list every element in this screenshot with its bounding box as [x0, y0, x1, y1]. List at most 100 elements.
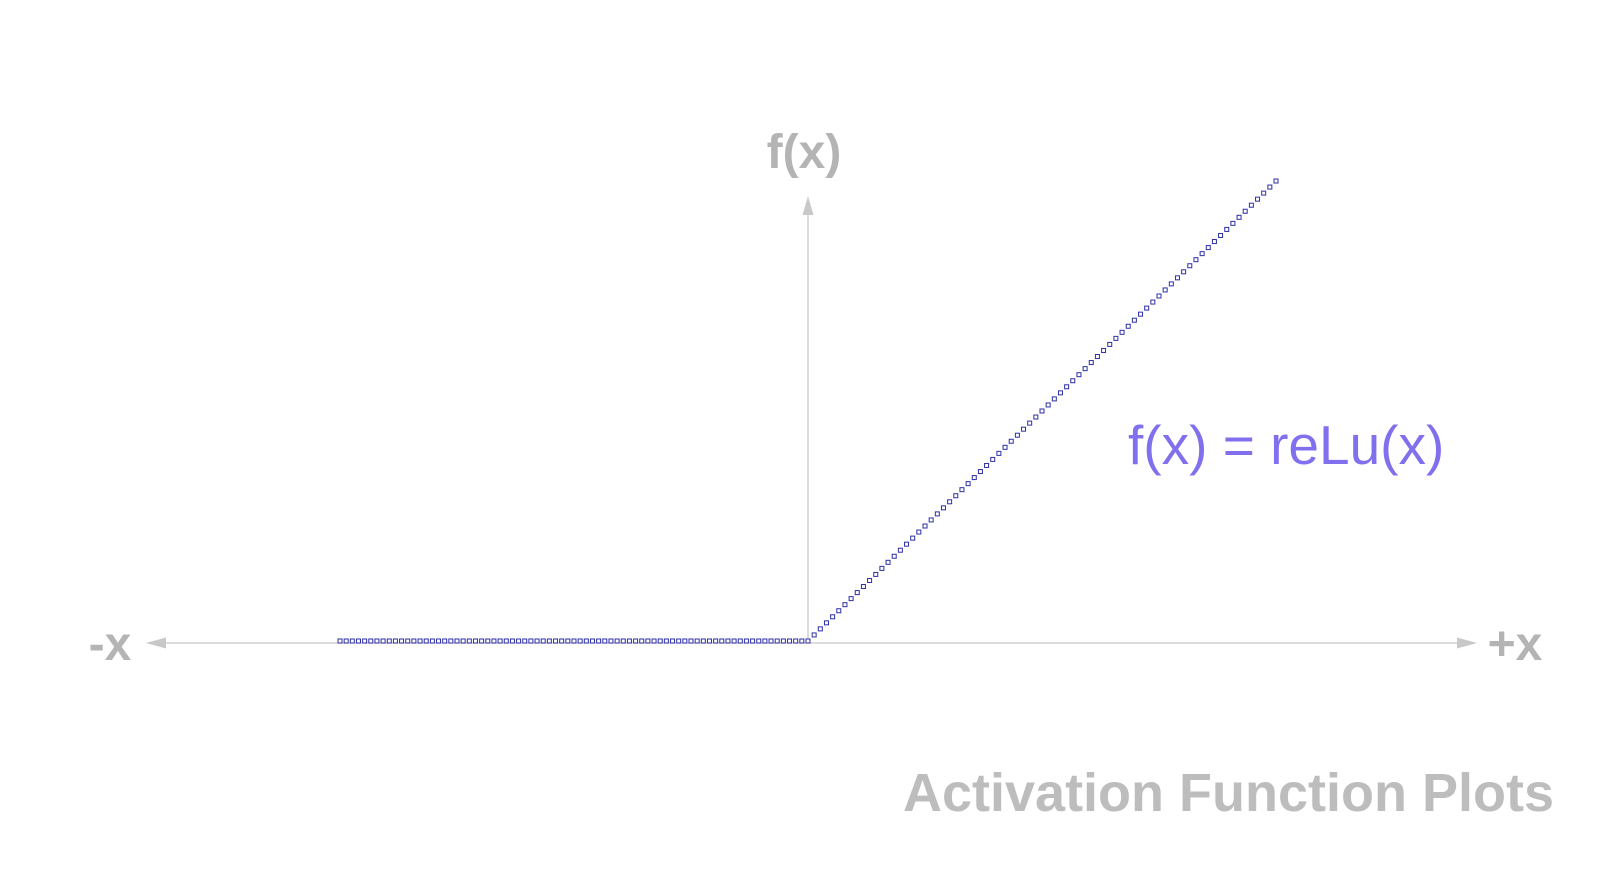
data-point [1144, 305, 1150, 311]
data-point [947, 499, 953, 505]
data-point [879, 565, 885, 571]
data-point [1027, 420, 1033, 426]
data-point [589, 638, 595, 644]
data-point [688, 638, 694, 644]
data-point [1156, 293, 1162, 299]
data-point [485, 638, 491, 644]
data-point [1261, 190, 1267, 196]
data-point [602, 638, 608, 644]
data-point [1174, 275, 1180, 281]
data-point [423, 638, 429, 644]
data-point [645, 638, 651, 644]
data-point [1230, 220, 1236, 226]
data-point [780, 638, 786, 644]
data-point [1236, 214, 1242, 220]
data-point [1162, 287, 1168, 293]
data-point [546, 638, 552, 644]
x-axis-positive-label: +x [1488, 618, 1543, 671]
data-point [762, 638, 768, 644]
data-point [380, 638, 386, 644]
data-point [1057, 390, 1063, 396]
data-point [836, 608, 842, 614]
data-point [1094, 354, 1100, 360]
data-point [990, 456, 996, 462]
data-point [756, 638, 762, 644]
data-point [571, 638, 577, 644]
data-point [940, 505, 946, 511]
data-point [823, 620, 829, 626]
data-point [1008, 438, 1014, 444]
data-point [355, 638, 361, 644]
data-point [934, 511, 940, 517]
data-point [1039, 408, 1045, 414]
data-point [1242, 208, 1248, 214]
data-point [706, 638, 712, 644]
function-label: f(x) = reLu(x) [1128, 414, 1444, 476]
data-point [1267, 184, 1273, 190]
data-point [904, 541, 910, 547]
data-point [540, 638, 546, 644]
data-point [411, 638, 417, 644]
data-point [1014, 432, 1020, 438]
data-point [848, 596, 854, 602]
data-point [497, 638, 503, 644]
data-point [1273, 178, 1279, 184]
data-point [479, 638, 485, 644]
data-point [651, 638, 657, 644]
data-point [860, 584, 866, 590]
data-point [516, 638, 522, 644]
data-point [1002, 444, 1008, 450]
data-point [891, 553, 897, 559]
data-point [959, 487, 965, 493]
data-points [337, 178, 1279, 644]
data-point [743, 638, 749, 644]
data-point [417, 638, 423, 644]
data-point [596, 638, 602, 644]
data-point [522, 638, 528, 644]
data-point [750, 638, 756, 644]
data-point [1150, 299, 1156, 305]
data-point [1187, 263, 1193, 269]
data-point [719, 638, 725, 644]
data-point [491, 638, 497, 644]
data-point [676, 638, 682, 644]
data-point [1101, 347, 1107, 353]
data-point [805, 638, 811, 644]
data-point [620, 638, 626, 644]
data-point [885, 559, 891, 565]
data-point [1076, 372, 1082, 378]
data-point [928, 517, 934, 523]
data-point [817, 626, 823, 632]
data-point [1205, 245, 1211, 251]
data-point [657, 638, 663, 644]
data-point [1255, 196, 1261, 202]
data-point [1119, 329, 1125, 335]
data-point [626, 638, 632, 644]
data-point [528, 638, 534, 644]
x-axis-negative-label: -x [89, 618, 132, 671]
data-point [996, 450, 1002, 456]
data-point [1082, 366, 1088, 372]
data-point [682, 638, 688, 644]
data-point [534, 638, 540, 644]
data-point [608, 638, 614, 644]
data-point [466, 638, 472, 644]
data-point [553, 638, 559, 644]
data-point [811, 632, 817, 638]
data-point [971, 475, 977, 481]
data-point [1138, 311, 1144, 317]
data-point [725, 638, 731, 644]
data-point [386, 638, 392, 644]
data-point [454, 638, 460, 644]
data-point [442, 638, 448, 644]
data-point [663, 638, 669, 644]
x-axis-right-arrow [1457, 637, 1477, 649]
data-point [867, 577, 873, 583]
data-point [399, 638, 405, 644]
data-point [713, 638, 719, 644]
data-point [1181, 269, 1187, 275]
data-point [614, 638, 620, 644]
data-point [787, 638, 793, 644]
data-point [583, 638, 589, 644]
